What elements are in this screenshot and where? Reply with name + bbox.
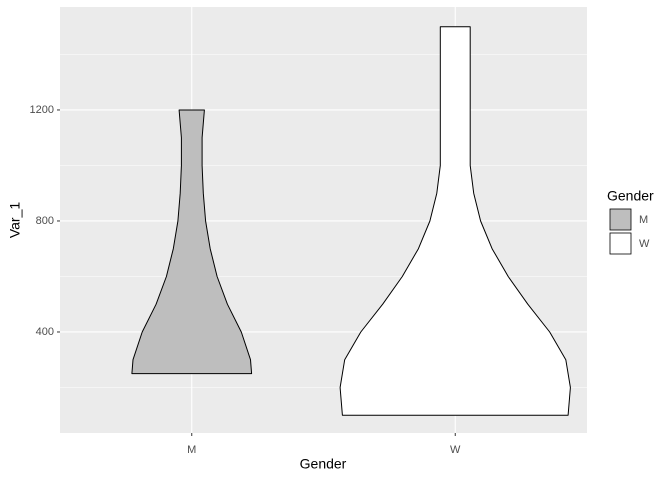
legend-label: M xyxy=(639,214,648,226)
x-tick-label: M xyxy=(187,444,196,456)
y-tick-label: 800 xyxy=(36,215,54,227)
legend: Gender MW xyxy=(607,188,654,255)
x-tick-label: W xyxy=(450,444,461,456)
legend-title: Gender xyxy=(607,188,654,204)
violin xyxy=(131,109,253,375)
axes: 400 800 1200 M W xyxy=(30,104,462,456)
legend-label: W xyxy=(639,238,650,250)
legend-key xyxy=(609,208,632,231)
legend-key xyxy=(609,232,632,255)
y-axis-title: Var_1 xyxy=(7,202,23,239)
violins xyxy=(131,26,571,416)
violin xyxy=(339,26,571,416)
x-axis-title: Gender xyxy=(300,456,347,472)
y-tick-label: 400 xyxy=(36,326,54,338)
y-tick-label: 1200 xyxy=(30,104,54,116)
